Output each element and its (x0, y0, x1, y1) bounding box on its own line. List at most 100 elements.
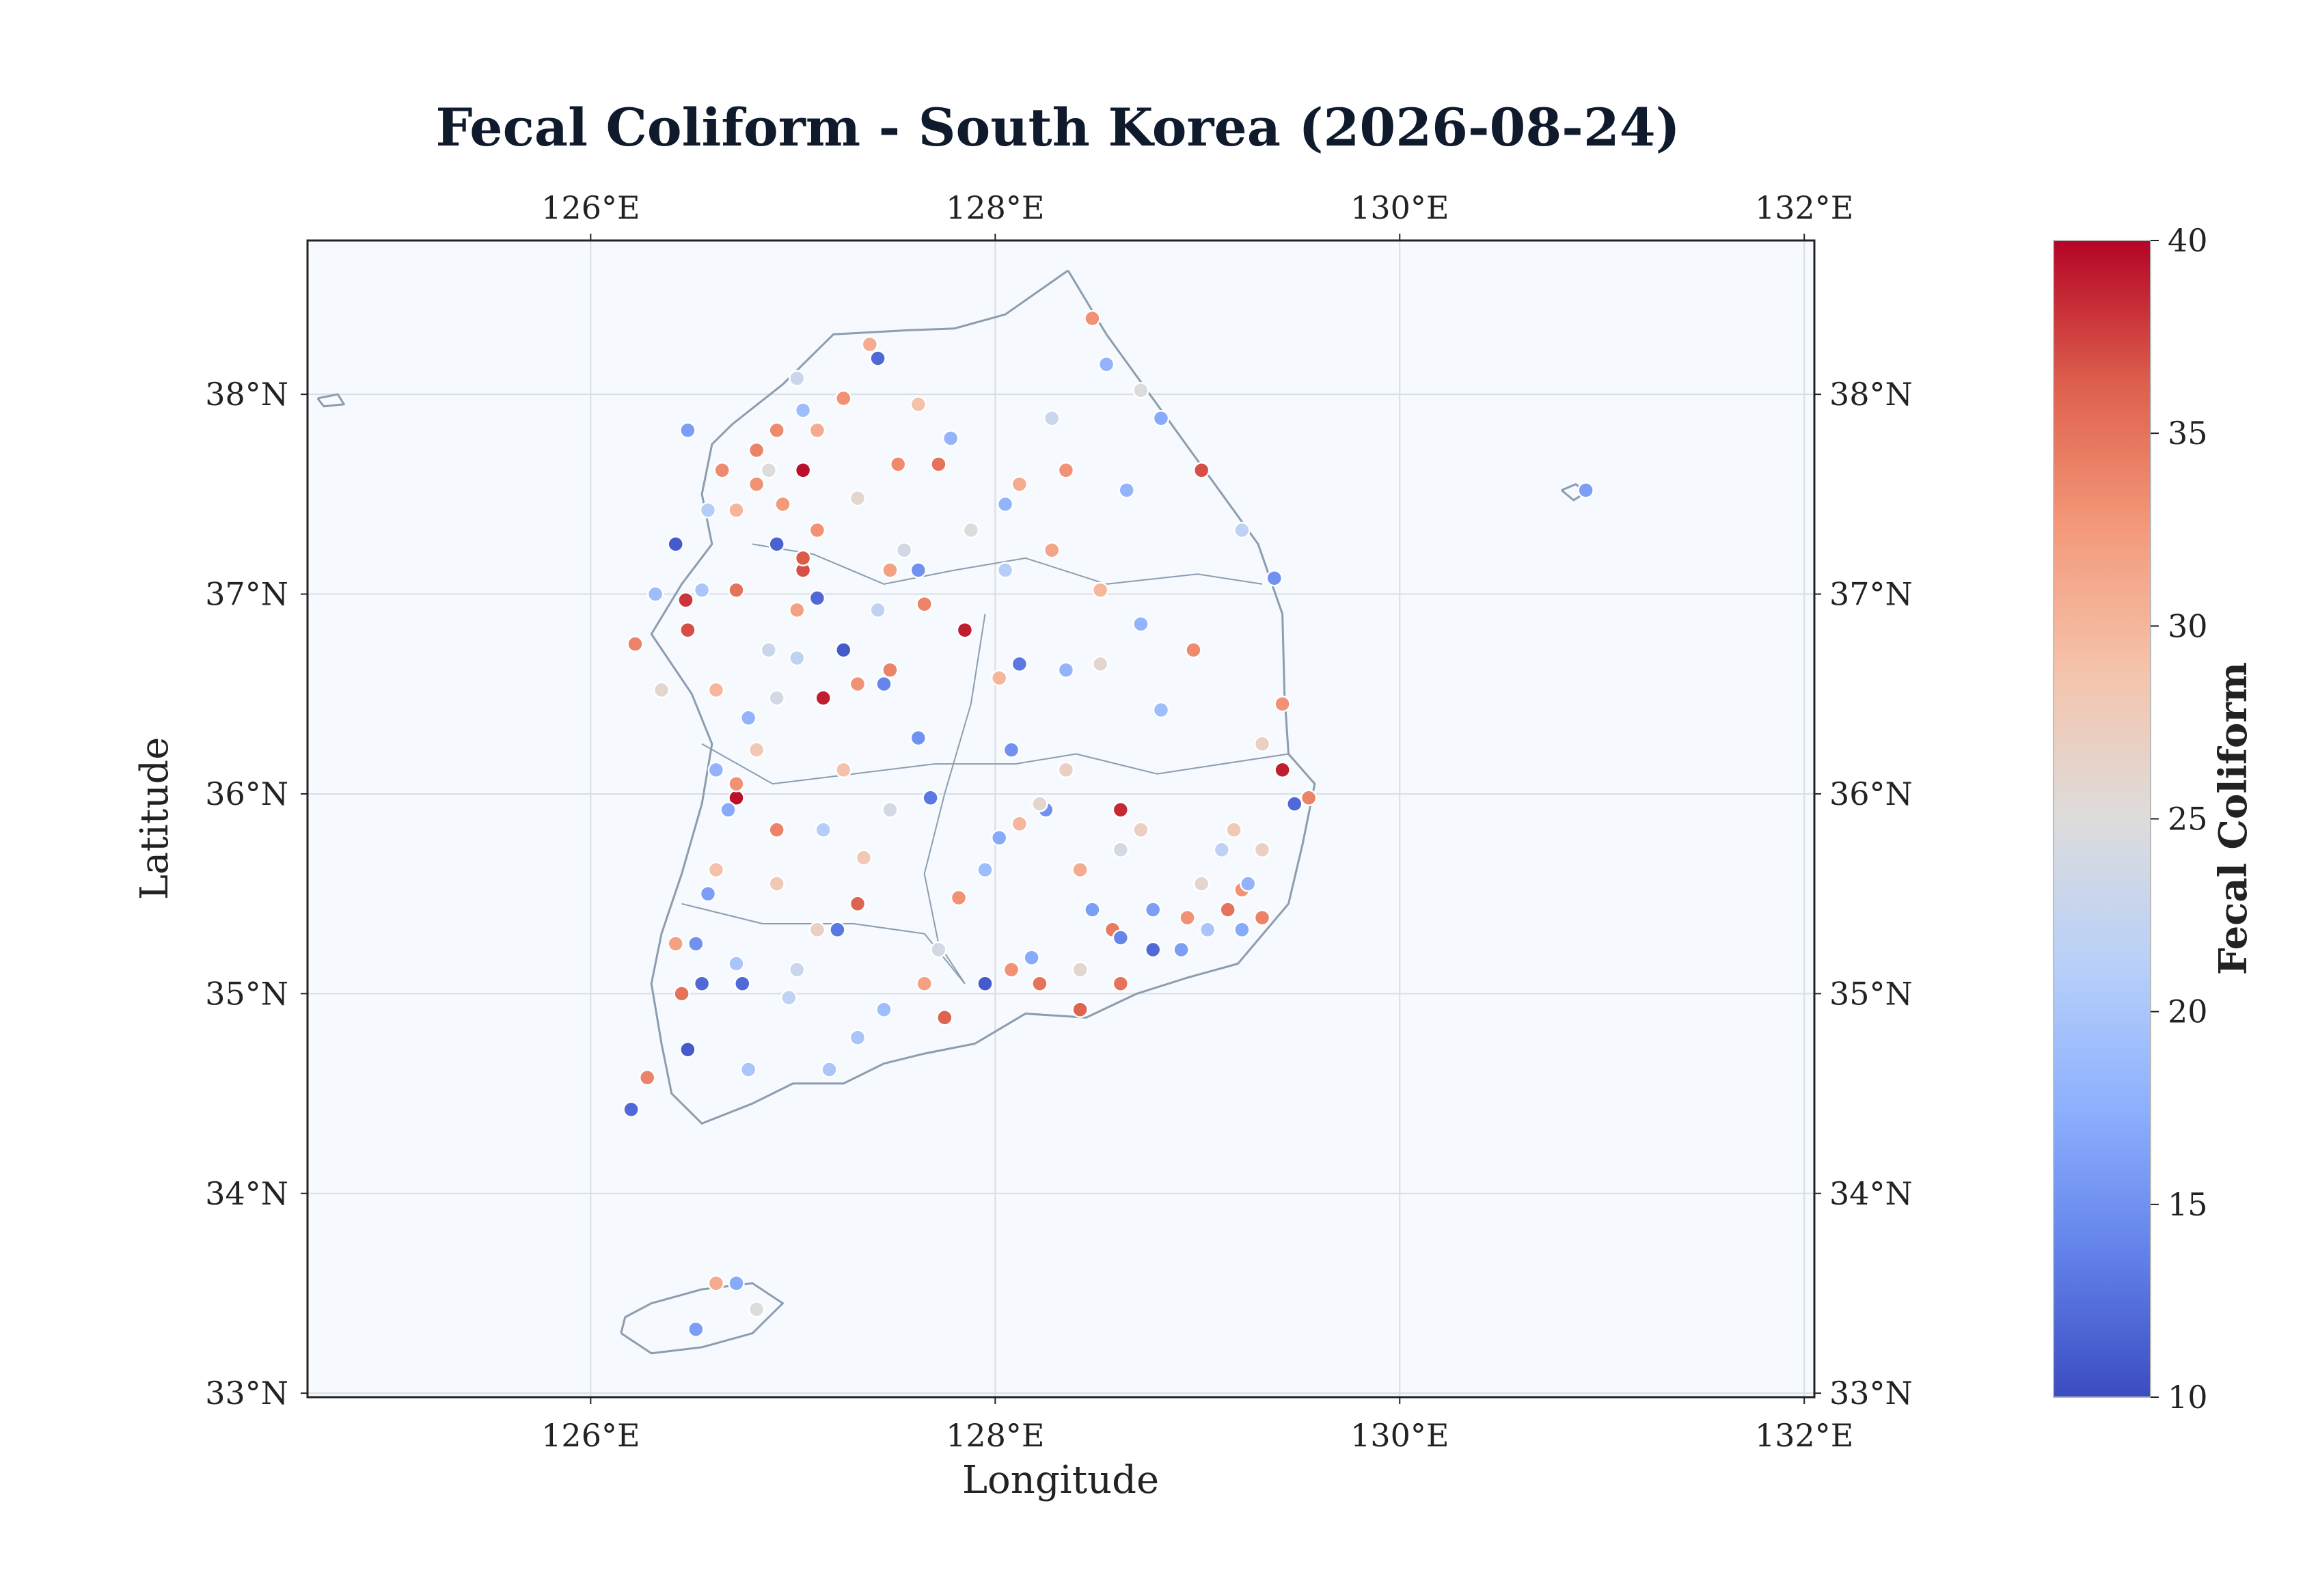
data-point (1233, 521, 1251, 539)
data-point (1091, 655, 1109, 673)
data-point (1132, 382, 1149, 399)
data-point (1300, 789, 1318, 807)
data-point (829, 921, 846, 939)
data-point (760, 642, 778, 659)
data-point (990, 829, 1008, 847)
data-point (895, 541, 913, 559)
data-point (794, 402, 812, 419)
x-tick-label-top: 130°E (1350, 189, 1449, 226)
data-point (869, 350, 886, 367)
data-point (950, 889, 968, 907)
data-point (1057, 761, 1075, 779)
data-point (808, 590, 826, 607)
data-point (1091, 581, 1109, 598)
data-point (699, 885, 717, 903)
data-point (1132, 616, 1149, 633)
chart-title: Fecal Coliform - South Korea (2026-08-24… (435, 97, 1680, 158)
data-point (1152, 701, 1170, 719)
x-tick-label-top: 128°E (946, 189, 1044, 226)
map-axes: 126°E 126°E 128°E 128°E 130°E 130°E 132°E 132°E… (205, 189, 1913, 1454)
data-point (910, 396, 927, 413)
data-point (1112, 975, 1130, 992)
data-point (1003, 961, 1020, 978)
data-point (1072, 961, 1089, 978)
data-point (861, 335, 879, 353)
data-point (1152, 409, 1170, 427)
x-tick-label-bottom: 132°E (1755, 1417, 1853, 1454)
data-point (789, 961, 806, 978)
y-tick-label-left: 37°N (205, 576, 288, 613)
colorbar-ticks: 10 15 20 25 30 35 40 (2151, 222, 2208, 1416)
x-axis-label: Longitude (962, 1458, 1159, 1502)
data-point (882, 562, 899, 579)
data-point (855, 849, 873, 866)
y-tick-label-left: 36°N (205, 775, 288, 812)
x-tick-label-top: 126°E (541, 189, 640, 226)
data-point (1011, 476, 1028, 493)
map-frame (306, 239, 1816, 1399)
data-point (936, 1009, 953, 1026)
data-point (1173, 941, 1190, 959)
data-point (849, 895, 867, 913)
data-point (1031, 795, 1048, 812)
data-point (794, 462, 812, 479)
data-point (910, 729, 927, 747)
data-point (1084, 309, 1101, 327)
data-point (1286, 795, 1303, 812)
data-point (1031, 975, 1048, 992)
data-point (768, 536, 785, 553)
map-background (308, 240, 1814, 1397)
data-point (627, 635, 644, 652)
colorbar-tick-label: 20 (2168, 993, 2208, 1030)
data-point (942, 430, 959, 447)
data-point (707, 1275, 725, 1292)
data-point (869, 601, 886, 619)
data-point (835, 389, 852, 407)
data-point (1072, 861, 1089, 879)
x-tick-label-bottom: 128°E (946, 1417, 1044, 1454)
data-point (1112, 841, 1130, 859)
data-point (1577, 482, 1594, 499)
data-point (1233, 921, 1251, 939)
data-point (849, 675, 867, 693)
colorbar-tick-label: 30 (2168, 607, 2208, 644)
data-point (794, 549, 812, 567)
data-point (673, 985, 690, 1002)
ganghwa-outline (316, 393, 345, 408)
y-tick-label-right: 36°N (1829, 775, 1913, 812)
y-tick-label-right: 34°N (1829, 1175, 1913, 1212)
data-point (815, 689, 832, 706)
data-point (808, 422, 826, 439)
data-point (821, 1061, 838, 1078)
data-point (728, 501, 745, 519)
data-point (996, 562, 1014, 579)
data-point (1253, 909, 1271, 926)
data-point (728, 581, 745, 598)
data-point (748, 441, 765, 459)
data-point (916, 595, 933, 613)
data-point (1132, 821, 1149, 838)
data-point (1240, 875, 1257, 892)
data-points (623, 309, 1594, 1338)
y-tick-label-right: 35°N (1829, 975, 1913, 1012)
data-point (1253, 735, 1271, 753)
data-point (882, 801, 899, 818)
data-point (687, 935, 705, 952)
data-point (1043, 541, 1061, 559)
data-point (1274, 761, 1291, 779)
y-tick-label-right: 38°N (1829, 376, 1913, 413)
data-point (653, 681, 670, 699)
data-point (1023, 949, 1040, 966)
data-point (768, 821, 785, 838)
data-point (922, 789, 939, 807)
colorbar-tick-label: 15 (2168, 1186, 2208, 1223)
data-point (1192, 462, 1210, 479)
data-point (1003, 741, 1020, 758)
data-point (1097, 356, 1115, 373)
data-point (707, 861, 725, 879)
data-point (815, 821, 832, 838)
data-point (728, 955, 745, 972)
data-point (1057, 661, 1075, 678)
x-tick-label-bottom: 130°E (1350, 1417, 1449, 1454)
